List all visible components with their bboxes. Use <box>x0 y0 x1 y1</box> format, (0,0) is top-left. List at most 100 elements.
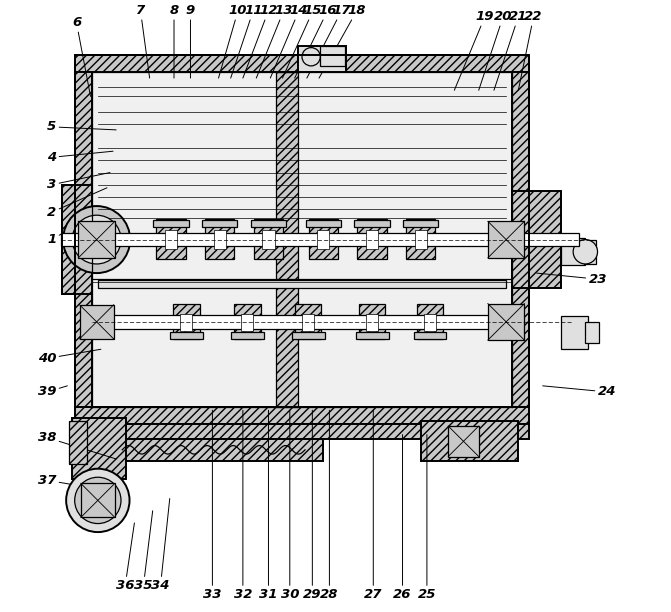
Bar <box>403 220 438 228</box>
Text: 20: 20 <box>478 10 513 91</box>
Bar <box>417 304 444 339</box>
Bar <box>180 314 193 331</box>
Bar <box>98 280 506 288</box>
Bar <box>295 304 321 339</box>
Bar <box>262 231 274 248</box>
Text: 7: 7 <box>136 4 150 78</box>
Text: 28: 28 <box>320 410 339 601</box>
Bar <box>61 234 579 245</box>
Text: 29: 29 <box>303 410 321 601</box>
Bar <box>415 231 427 248</box>
Bar <box>68 421 87 464</box>
Text: 27: 27 <box>364 410 382 601</box>
Text: 18: 18 <box>319 4 366 78</box>
Circle shape <box>72 215 121 264</box>
Bar <box>205 220 234 259</box>
Bar <box>305 220 341 228</box>
Bar <box>585 322 599 343</box>
Text: 40: 40 <box>38 349 101 365</box>
Text: 10: 10 <box>219 4 247 78</box>
Circle shape <box>573 239 598 264</box>
Text: 35: 35 <box>134 511 153 592</box>
Bar <box>561 316 588 349</box>
Text: 19: 19 <box>454 10 494 91</box>
Text: 33: 33 <box>203 410 221 601</box>
Bar <box>276 72 298 407</box>
Text: 8: 8 <box>169 4 178 78</box>
Bar <box>170 332 203 339</box>
Text: 22: 22 <box>518 10 543 91</box>
Text: 11: 11 <box>231 4 262 78</box>
Bar <box>254 220 283 259</box>
Text: 15: 15 <box>282 4 322 78</box>
Bar <box>74 55 529 72</box>
Bar <box>74 407 529 424</box>
Circle shape <box>81 225 112 255</box>
Bar <box>359 304 385 339</box>
Bar <box>512 191 561 288</box>
Bar <box>153 220 189 228</box>
Text: 3: 3 <box>47 173 110 191</box>
Text: 36: 36 <box>116 523 134 592</box>
Text: 25: 25 <box>417 435 436 601</box>
Bar <box>298 47 346 72</box>
Bar <box>309 220 338 259</box>
Text: 17: 17 <box>307 4 351 78</box>
Text: 2: 2 <box>47 188 107 218</box>
Text: 31: 31 <box>259 410 278 601</box>
Text: 30: 30 <box>280 410 299 601</box>
Text: 16: 16 <box>295 4 337 78</box>
Text: 39: 39 <box>38 386 67 398</box>
Circle shape <box>63 206 130 273</box>
Bar <box>406 220 435 259</box>
Bar <box>413 332 446 339</box>
Text: 34: 34 <box>151 499 170 592</box>
Text: 12: 12 <box>243 4 278 78</box>
Bar <box>231 332 264 339</box>
Bar <box>356 332 389 339</box>
Bar <box>165 231 177 248</box>
Bar <box>292 332 325 339</box>
Bar <box>74 72 92 407</box>
Bar <box>448 426 478 457</box>
Text: 38: 38 <box>38 431 116 459</box>
Text: 24: 24 <box>543 386 616 398</box>
Bar <box>80 305 113 339</box>
Text: 26: 26 <box>393 435 412 601</box>
Bar <box>302 314 314 331</box>
Text: 13: 13 <box>256 4 293 78</box>
Circle shape <box>74 477 121 523</box>
Text: 1: 1 <box>47 209 104 246</box>
Bar <box>81 483 115 518</box>
Bar <box>110 439 323 461</box>
Bar <box>561 238 585 265</box>
Bar <box>92 72 512 407</box>
Bar <box>62 185 92 294</box>
Bar <box>320 47 345 66</box>
Bar <box>173 304 199 339</box>
Bar <box>156 220 186 259</box>
Circle shape <box>66 469 130 532</box>
Bar <box>79 222 115 258</box>
Bar <box>488 304 525 340</box>
Bar <box>241 314 253 331</box>
Text: 9: 9 <box>186 4 195 78</box>
Bar <box>366 314 378 331</box>
Bar <box>354 220 390 228</box>
Text: 32: 32 <box>234 410 252 601</box>
Text: 37: 37 <box>38 474 119 493</box>
Bar <box>358 220 386 259</box>
Bar <box>110 315 494 329</box>
Bar <box>366 231 378 248</box>
Bar <box>317 231 329 248</box>
Text: 21: 21 <box>494 10 527 91</box>
Bar <box>251 220 286 228</box>
Bar <box>488 222 525 258</box>
Text: 5: 5 <box>47 121 116 133</box>
Text: 6: 6 <box>72 17 91 96</box>
Bar <box>234 304 260 339</box>
Bar <box>584 239 597 264</box>
Bar <box>72 418 126 479</box>
Bar <box>421 421 518 461</box>
Bar <box>213 231 226 248</box>
